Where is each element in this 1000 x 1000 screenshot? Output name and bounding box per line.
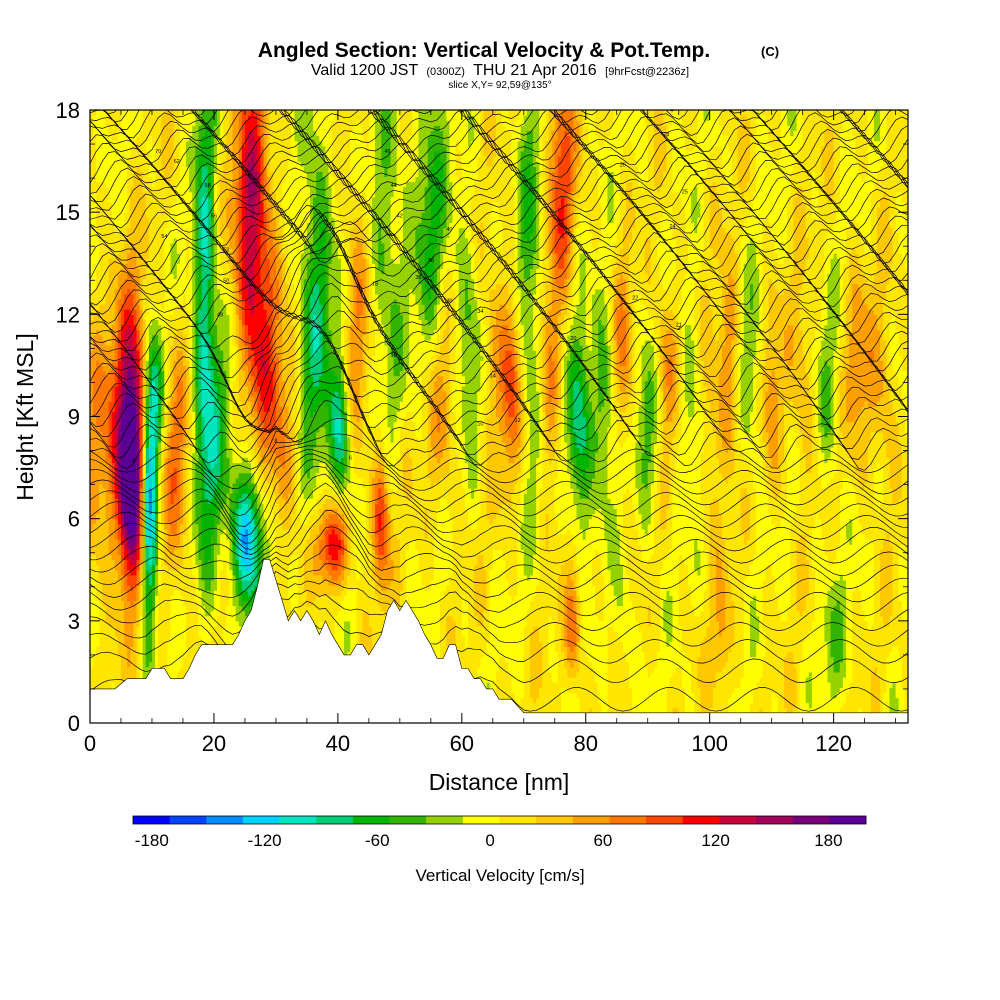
subtitle-valid: Valid 1200 JST: [311, 62, 419, 79]
velocity-field: [90, 110, 909, 724]
vertical-section-chart: Angled Section: Vertical Velocity & Pot.…: [0, 0, 1000, 1000]
chart-title: Angled Section: Vertical Velocity & Pot.…: [258, 39, 710, 62]
subtitle-forecast: [9hrFcst@2236z]: [605, 66, 689, 78]
slice-label: slice X,Y= 92,59@135°: [448, 80, 551, 91]
chart-title-mark: (C): [761, 44, 779, 59]
subtitle-date: THU 21 Apr 2016: [473, 62, 597, 79]
subtitle-utc: (0300Z): [426, 66, 465, 78]
chart-subtitle: Valid 1200 JST (0300Z) THU 21 Apr 2016 […: [311, 62, 689, 79]
chart-title-group: Angled Section: Vertical Velocity & Pot.…: [258, 39, 779, 91]
